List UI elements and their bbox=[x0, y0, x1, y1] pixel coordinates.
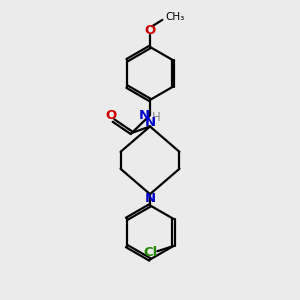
Text: N: N bbox=[144, 116, 156, 128]
Text: H: H bbox=[152, 111, 160, 124]
Text: N: N bbox=[144, 192, 156, 205]
Text: O: O bbox=[144, 24, 156, 37]
Text: CH₃: CH₃ bbox=[165, 13, 184, 22]
Text: N: N bbox=[139, 109, 150, 122]
Text: Cl: Cl bbox=[144, 246, 158, 259]
Text: O: O bbox=[106, 109, 117, 122]
